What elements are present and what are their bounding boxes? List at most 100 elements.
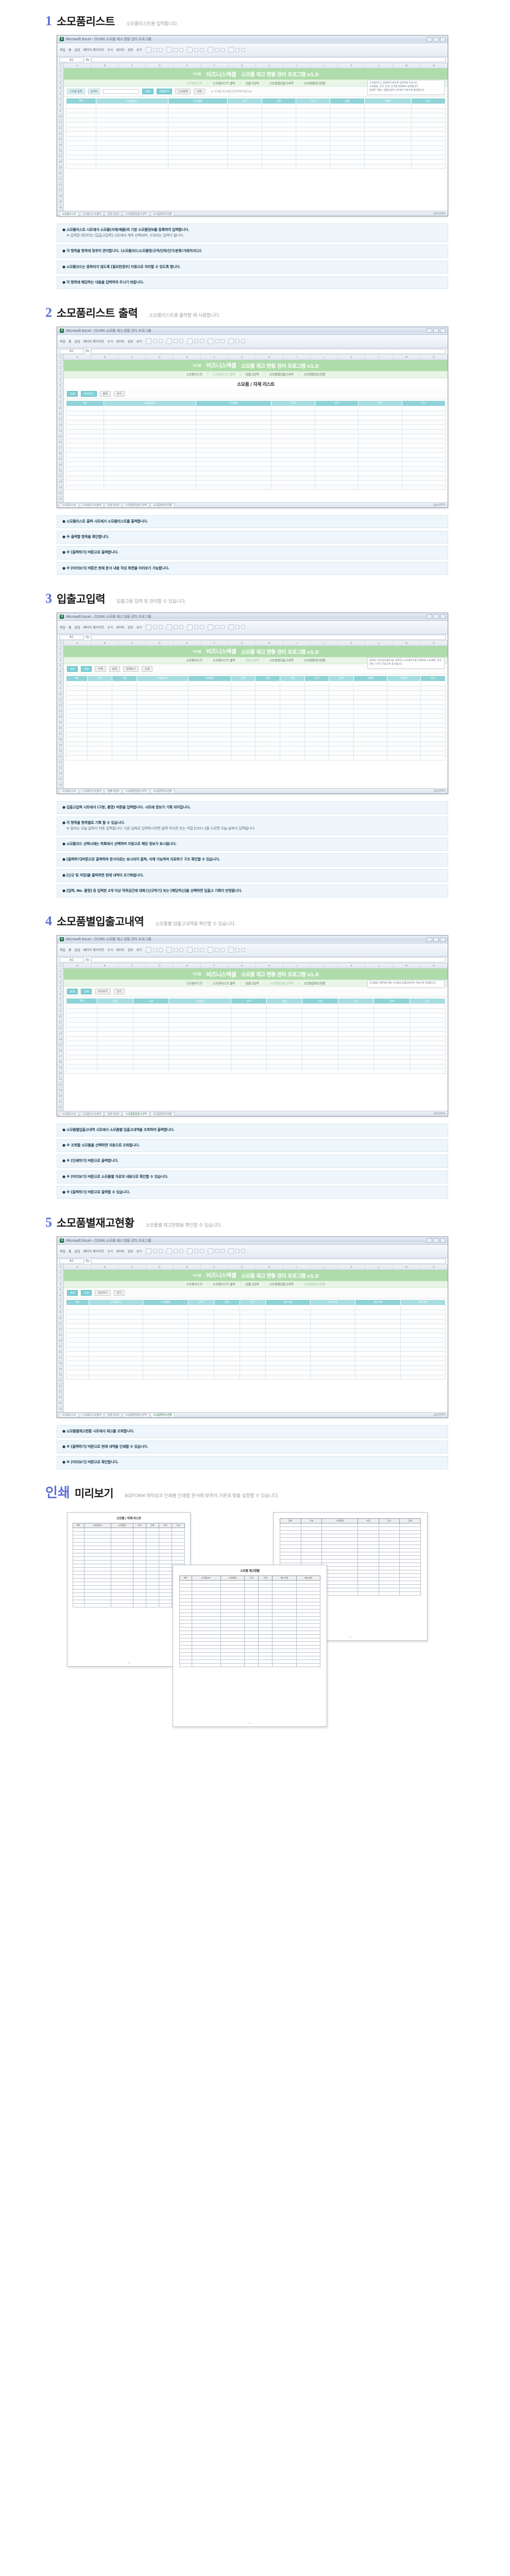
table-cell[interactable] [65, 1041, 98, 1046]
table-cell[interactable] [136, 690, 189, 696]
table-cell[interactable] [353, 699, 388, 705]
formula-input[interactable] [91, 57, 446, 62]
table-cell[interactable] [330, 108, 365, 113]
table-cell[interactable] [280, 681, 305, 686]
row-header[interactable]: 16 [57, 440, 63, 446]
row-header[interactable]: 15 [57, 720, 63, 726]
column-header[interactable]: K [338, 354, 366, 360]
table-cell[interactable] [265, 1309, 311, 1315]
table-cell[interactable] [266, 1036, 303, 1041]
table-cell[interactable] [420, 745, 446, 751]
table-cell[interactable] [337, 1059, 375, 1064]
table-cell[interactable] [265, 1365, 311, 1370]
table-cell[interactable] [401, 466, 446, 471]
table-cell[interactable] [97, 1031, 133, 1037]
ribbon-tab[interactable]: 데이터 [116, 1249, 125, 1253]
table-cell[interactable] [65, 443, 105, 448]
row-header[interactable]: 3 [57, 975, 63, 980]
table-cell[interactable] [239, 1332, 266, 1338]
table-cell[interactable] [329, 685, 354, 691]
table-cell[interactable] [302, 1004, 338, 1009]
table-cell[interactable] [65, 704, 88, 709]
table-cell[interactable] [265, 1355, 311, 1361]
table-cell[interactable] [329, 732, 354, 737]
table-cell[interactable] [88, 1328, 144, 1333]
row-header[interactable]: 15 [57, 1344, 63, 1350]
row-header[interactable]: 10 [57, 692, 63, 698]
table-row[interactable] [66, 159, 446, 164]
row-header[interactable]: 11 [57, 120, 63, 126]
table-cell[interactable] [271, 480, 315, 485]
column-header[interactable]: F [201, 63, 229, 68]
column-header[interactable]: A [64, 354, 92, 360]
ribbon-icon[interactable] [235, 625, 240, 630]
row-header[interactable]: 23 [57, 480, 63, 485]
table-cell[interactable] [230, 1064, 267, 1069]
table-cell[interactable] [337, 1031, 375, 1037]
table-cell[interactable] [329, 708, 354, 714]
table-cell[interactable] [310, 1365, 356, 1370]
ribbon-icon[interactable] [186, 47, 193, 53]
table-cell[interactable] [364, 150, 412, 155]
table-cell[interactable] [400, 1351, 446, 1357]
sheet-tab-0[interactable]: 소모품리스트 [59, 1413, 79, 1417]
table-cell[interactable] [167, 122, 228, 127]
table-cell[interactable] [373, 1018, 410, 1023]
table-cell[interactable] [65, 1055, 98, 1060]
table-cell[interactable] [304, 681, 330, 686]
table-cell[interactable] [65, 1069, 98, 1074]
table-cell[interactable] [295, 136, 331, 141]
table-cell[interactable] [132, 1022, 169, 1027]
table-cell[interactable] [239, 1360, 266, 1366]
table-cell[interactable] [104, 438, 196, 444]
table-cell[interactable] [230, 750, 256, 756]
nav-tab-2[interactable]: 입출고입력 [245, 373, 259, 377]
table-cell[interactable] [66, 104, 96, 109]
table-cell[interactable] [420, 732, 446, 737]
ribbon-icon[interactable] [173, 625, 178, 630]
row-header[interactable]: 21 [57, 1077, 63, 1082]
table-cell[interactable] [188, 681, 231, 686]
column-header[interactable]: B [91, 1264, 119, 1269]
table-cell[interactable] [420, 690, 446, 696]
name-box[interactable]: A1 [59, 1258, 84, 1264]
table-cell[interactable] [111, 732, 137, 737]
ribbon-icon[interactable] [152, 1249, 157, 1253]
row-header[interactable]: 10 [57, 1014, 63, 1020]
table-cell[interactable] [188, 1369, 214, 1375]
table-cell[interactable] [136, 741, 189, 747]
row-header[interactable]: 21 [57, 754, 63, 760]
maximize-icon[interactable] [433, 937, 439, 942]
table-cell[interactable] [195, 456, 272, 462]
table-cell[interactable] [65, 429, 105, 434]
table-cell[interactable] [97, 1022, 133, 1027]
table-cell[interactable] [66, 1323, 89, 1329]
ribbon-icon[interactable] [166, 338, 172, 344]
table-cell[interactable] [310, 1369, 356, 1375]
ribbon-icon[interactable] [179, 1249, 183, 1253]
column-header[interactable]: L [365, 1264, 393, 1269]
row-header[interactable]: 26 [57, 1105, 63, 1111]
table-cell[interactable] [409, 1031, 446, 1037]
formula-input[interactable] [91, 348, 446, 354]
table-row[interactable] [65, 1004, 446, 1009]
table-cell[interactable] [409, 1008, 446, 1013]
preview-paper-1[interactable]: 소모품 / 자재 리스트 NO 소모품코드 소모품명 규격 단위 단가 비고 -… [67, 1512, 191, 1667]
table-cell[interactable] [353, 732, 388, 737]
table-cell[interactable] [104, 456, 196, 462]
table-cell[interactable] [188, 750, 231, 756]
table-cell[interactable] [230, 1004, 267, 1009]
table-cell[interactable] [230, 1013, 267, 1018]
table-cell[interactable] [66, 1328, 89, 1333]
table-cell[interactable] [111, 755, 137, 760]
table-cell[interactable] [355, 1332, 401, 1338]
ribbon-tab[interactable]: 검토 [127, 340, 133, 344]
table-cell[interactable] [66, 136, 96, 141]
table-cell[interactable] [355, 1328, 401, 1333]
table-cell[interactable] [304, 722, 330, 728]
row-header[interactable]: 19 [57, 457, 63, 463]
table-cell[interactable] [266, 1031, 303, 1037]
row-header[interactable]: 11 [57, 1020, 63, 1026]
table-cell[interactable] [302, 1050, 338, 1055]
ribbon-icon[interactable] [214, 947, 219, 952]
